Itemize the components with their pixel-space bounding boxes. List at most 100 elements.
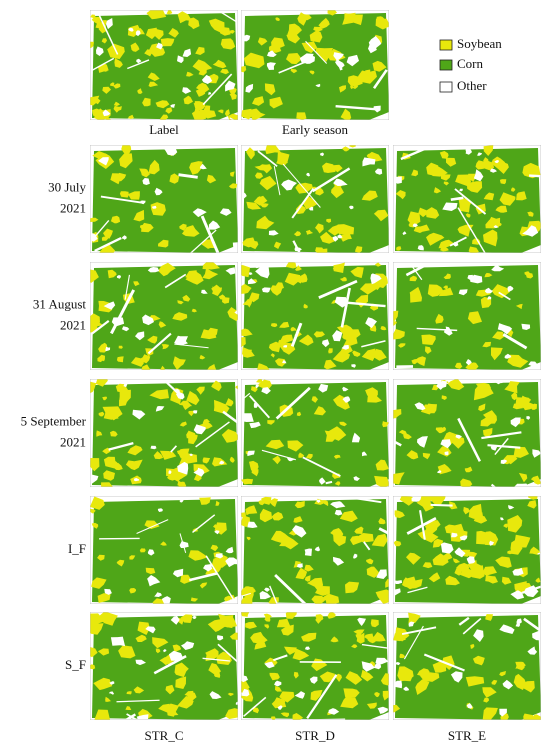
soybean-field (200, 329, 217, 340)
soybean-field (483, 697, 490, 703)
soybean-field (166, 10, 173, 15)
road (189, 229, 217, 253)
soybean-field (292, 713, 304, 720)
soybean-field (418, 224, 430, 232)
soybean-field (333, 164, 343, 173)
road (363, 541, 371, 551)
other-area (417, 436, 428, 448)
soybean-field (241, 512, 246, 518)
soybean-field (309, 30, 323, 43)
soybean-field (207, 364, 217, 370)
legend-swatch (439, 39, 453, 51)
other-area (353, 553, 358, 559)
soybean-field (364, 69, 371, 76)
soybean-field (180, 614, 193, 623)
other-area (116, 275, 121, 279)
soybean-field (119, 153, 133, 169)
other-area (219, 460, 225, 465)
road (248, 395, 271, 419)
other-area (242, 413, 254, 422)
other-area (259, 591, 271, 600)
soybean-field (91, 577, 107, 589)
other-area (128, 27, 134, 32)
soybean-field (507, 354, 529, 368)
soybean-field (165, 684, 175, 695)
map-panel (90, 262, 238, 370)
road (340, 287, 351, 328)
soybean-field (411, 358, 418, 365)
soybean-field (139, 168, 150, 178)
other-area (306, 172, 310, 177)
soybean-field (152, 598, 166, 604)
soybean-field (269, 672, 280, 681)
row-label: 2021 (60, 434, 86, 449)
soybean-field (463, 506, 470, 515)
other-area (163, 147, 178, 156)
soybean-field (246, 147, 255, 160)
soybean-field (188, 17, 200, 30)
soybean-field (418, 207, 429, 218)
road (170, 445, 178, 453)
other-area (248, 272, 253, 275)
soybean-field (464, 466, 473, 473)
soybean-field (375, 459, 389, 471)
soybean-field (182, 225, 200, 237)
other-area (491, 265, 505, 272)
soybean-field (141, 364, 151, 370)
other-area (264, 587, 270, 592)
soybean-field (468, 246, 479, 253)
soybean-field (177, 11, 192, 24)
corn-area (92, 499, 238, 604)
soybean-field (512, 402, 524, 410)
soybean-field (188, 410, 194, 417)
soybean-field (179, 421, 187, 427)
soybean-field (366, 566, 381, 578)
other-area (241, 688, 250, 697)
other-area (135, 331, 145, 341)
soybean-field (112, 83, 121, 89)
soybean-field (180, 574, 192, 584)
soybean-field (99, 244, 116, 253)
soybean-field (152, 637, 169, 649)
map-panel (393, 262, 541, 370)
other-area (154, 187, 163, 196)
other-area (203, 564, 213, 572)
soybean-field (328, 348, 333, 354)
soybean-field (224, 595, 231, 602)
other-area (209, 691, 222, 699)
soybean-field (202, 262, 220, 270)
soybean-field (280, 712, 290, 718)
soybean-field (530, 475, 541, 483)
soybean-field (304, 564, 314, 572)
other-area (241, 34, 251, 42)
soybean-field (296, 273, 308, 283)
soybean-field (483, 192, 495, 201)
soybean-field (101, 482, 113, 487)
soybean-field (309, 70, 315, 75)
other-area (135, 659, 146, 666)
soybean-field (110, 82, 115, 87)
soybean-field (515, 303, 523, 310)
soybean-field (305, 229, 314, 235)
other-area (528, 361, 538, 367)
soybean-field (230, 171, 235, 177)
soybean-field (155, 100, 170, 109)
soybean-field (114, 172, 127, 182)
soybean-field (137, 621, 150, 635)
soybean-field (351, 14, 363, 26)
other-area (282, 360, 287, 364)
soybean-field (158, 321, 167, 328)
soybean-field (177, 300, 184, 305)
other-area (168, 470, 172, 474)
soybean-field (349, 145, 356, 148)
soybean-field (191, 110, 207, 120)
other-area (251, 262, 265, 269)
soybean-field (415, 679, 430, 695)
soybean-field (270, 530, 292, 545)
road (273, 654, 288, 662)
soybean-field (192, 59, 213, 72)
soybean-field (176, 450, 182, 455)
soybean-field (97, 356, 104, 363)
other-area (225, 80, 236, 92)
soybean-field (342, 329, 361, 342)
